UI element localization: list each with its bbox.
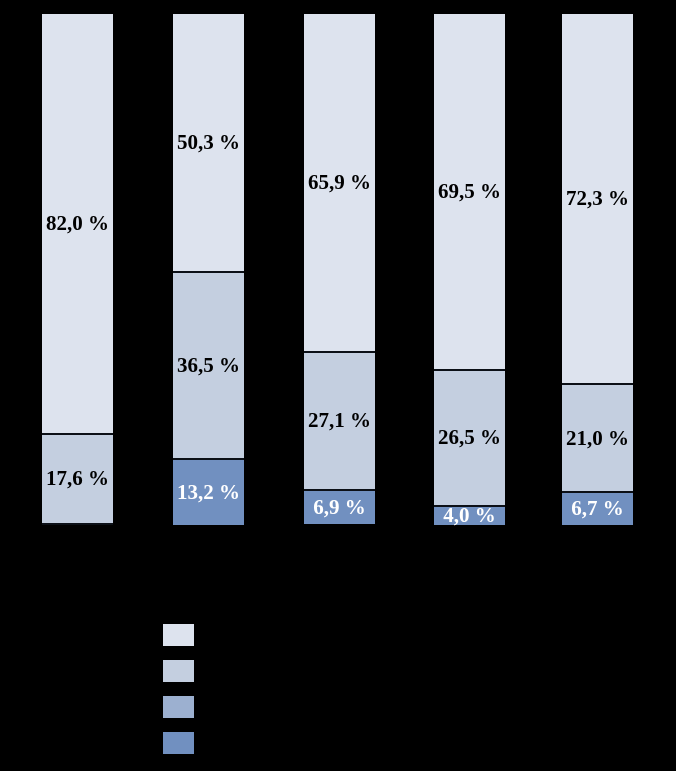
bar: 65,9 % 27,1 % 6,9 % <box>304 14 375 525</box>
data-label: 82,0 % <box>46 211 109 235</box>
legend-swatch <box>163 660 194 682</box>
data-label: 26,5 % <box>438 425 501 450</box>
data-label: 6,7 % <box>571 496 624 521</box>
bar: 82,0 % 17,6 % <box>42 14 113 525</box>
data-label: 4,0 % <box>443 503 496 528</box>
data-label: 6,9 % <box>313 495 366 520</box>
bar: 50,3 % 36,5 % 13,2 % <box>173 14 244 525</box>
bar-segment: 65,9 % <box>304 14 375 351</box>
bar: 69,5 % 26,5 % 4,0 % <box>434 14 505 528</box>
bar-segment: 82,0 % <box>42 14 113 434</box>
data-label: 69,5 % <box>438 179 501 204</box>
legend-swatch <box>163 624 194 646</box>
bar-segment: 72,3 % <box>562 14 633 384</box>
bar-segment: 6,7 % <box>562 490 633 525</box>
bar-segment: 13,2 % <box>173 457 244 525</box>
legend-swatch <box>163 732 194 754</box>
legend <box>163 624 194 768</box>
bar-segment: 27,1 % <box>304 350 375 490</box>
bar-segment: 17,6 % <box>42 433 113 523</box>
bar-segment: 69,5 % <box>434 14 505 370</box>
bar: 72,3 % 21,0 % 6,7 % <box>562 14 633 525</box>
bar-segment: 21,0 % <box>562 383 633 491</box>
bar-segment <box>42 522 113 525</box>
data-label: 27,1 % <box>308 408 371 433</box>
bar-segment: 50,3 % <box>173 14 244 272</box>
data-label: 36,5 % <box>177 352 240 377</box>
bar-segment: 36,5 % <box>173 271 244 458</box>
bar-segment: 4,0 % <box>434 503 505 528</box>
legend-swatch <box>163 696 194 718</box>
data-label: 50,3 % <box>177 130 240 155</box>
data-label: 13,2 % <box>177 479 240 504</box>
bar-segment: 26,5 % <box>434 369 505 505</box>
bar-segment: 6,9 % <box>304 489 375 525</box>
data-label: 21,0 % <box>566 425 629 450</box>
data-label: 65,9 % <box>308 169 371 194</box>
plot-area: 82,0 % 17,6 % 50,3 % 36,5 % 13,2 % 65,9 % 27,1… <box>0 14 676 528</box>
data-label: 72,3 % <box>566 186 629 211</box>
data-label: 17,6 % <box>46 466 109 491</box>
